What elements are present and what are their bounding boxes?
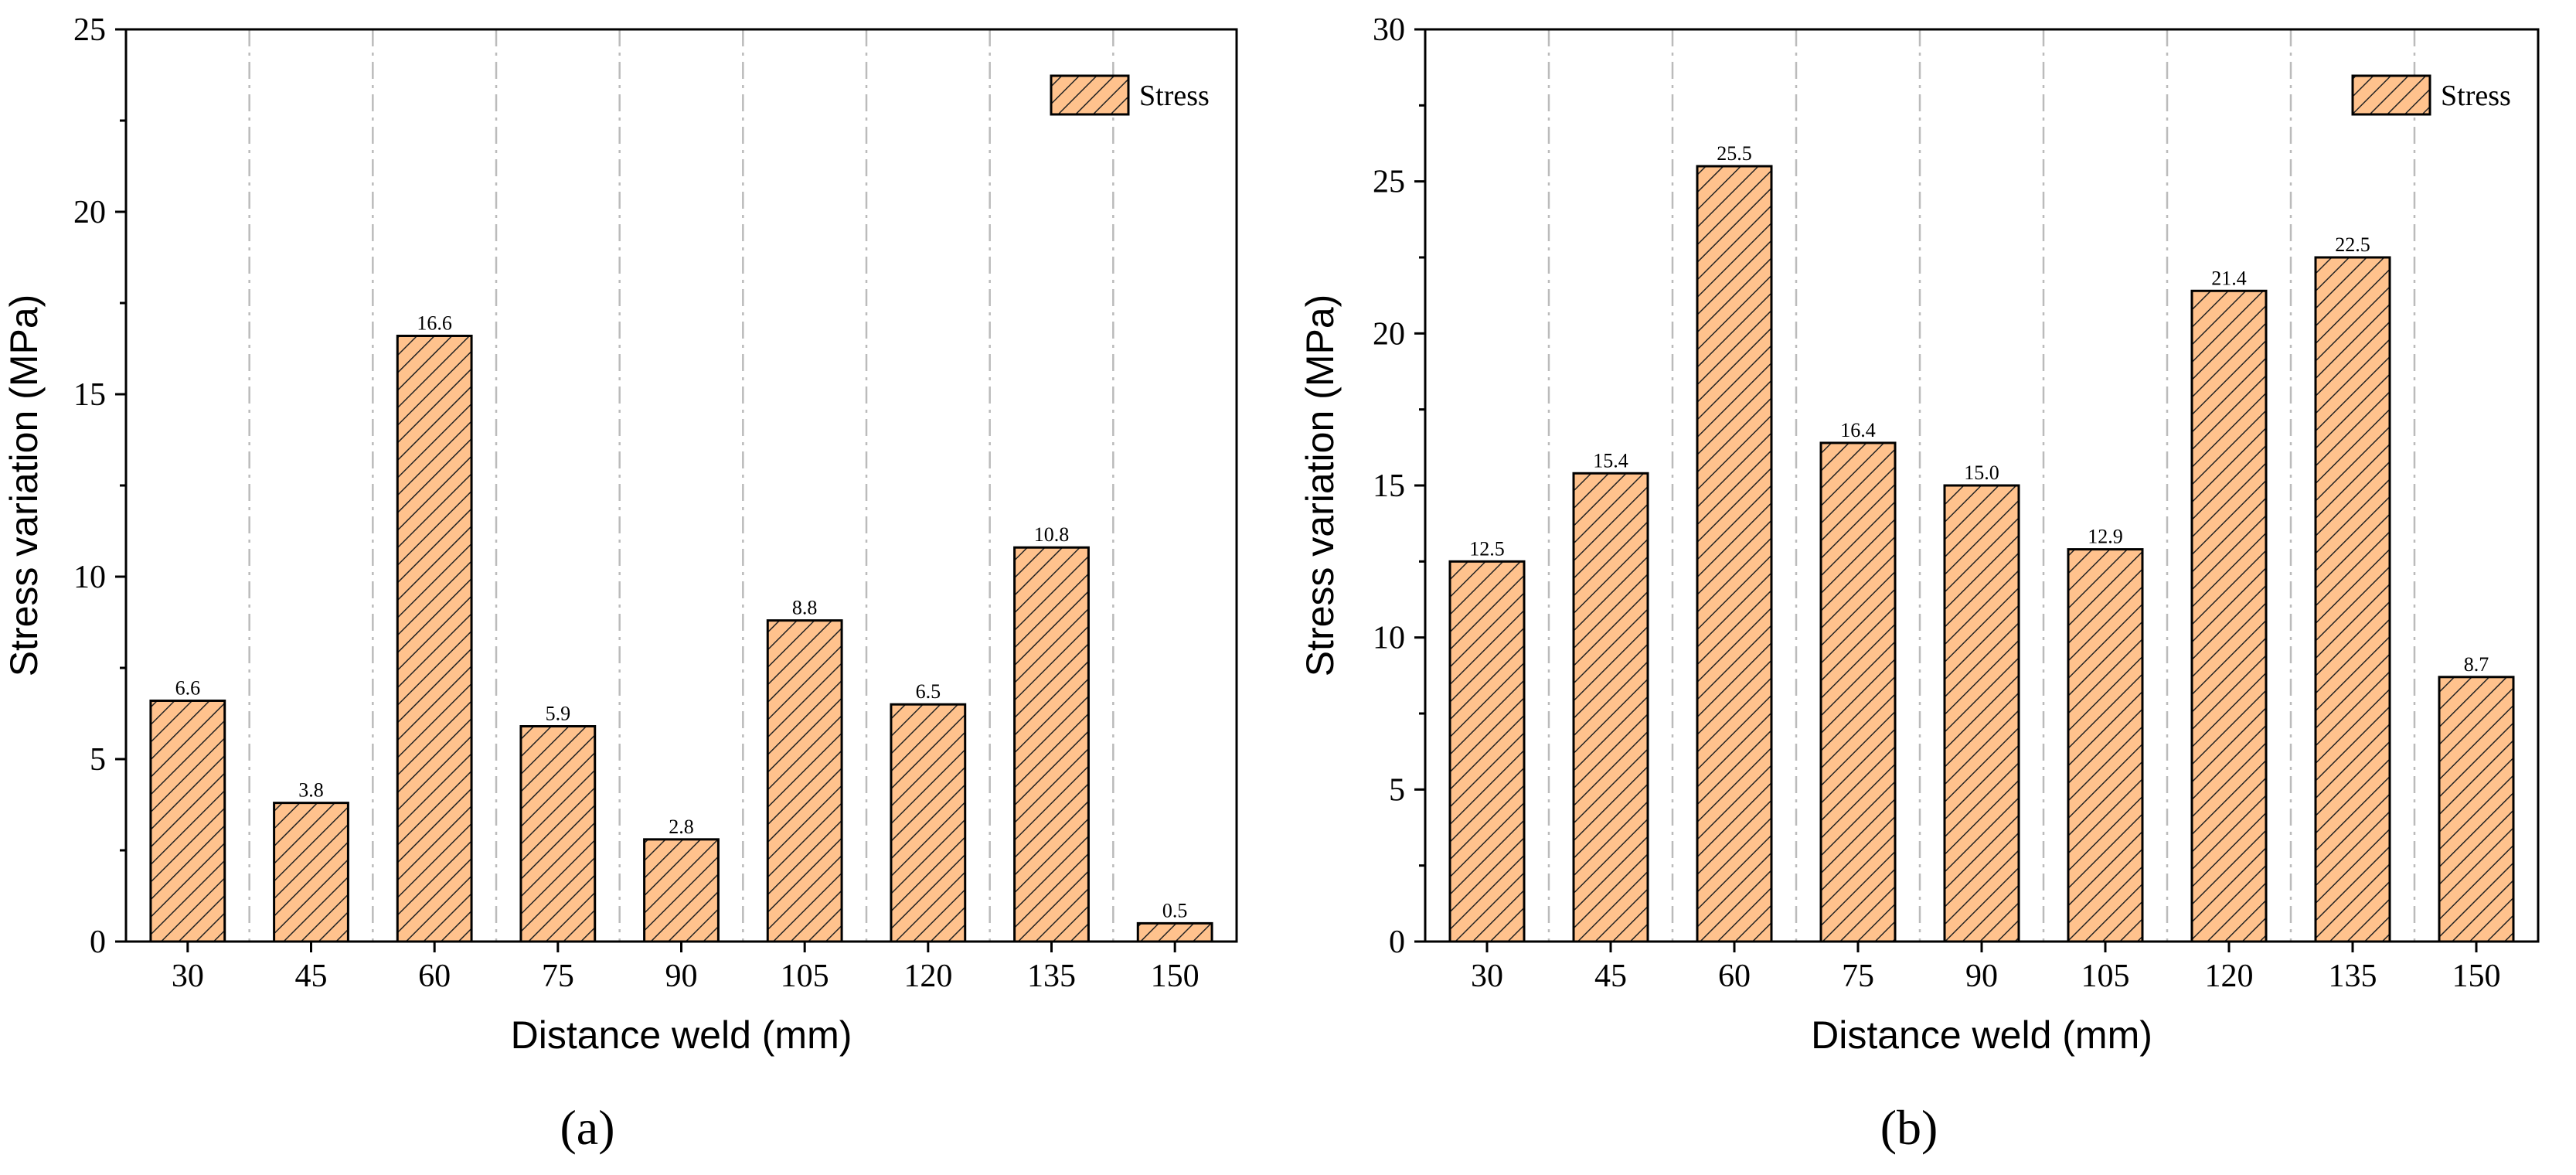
panel-a-chart: 6.6 3.8 16.6 5.9 2.8 8.8 6.5 10.8 0.5 30 45 60 75 90 1… — [2, 12, 1238, 1155]
data-label: 3.8 — [298, 779, 324, 802]
x-tick-label: 135 — [1027, 959, 1076, 994]
x-tick-label: 150 — [1151, 959, 1200, 994]
bar — [396, 334, 473, 943]
bar — [2190, 289, 2268, 943]
data-label: 15.4 — [1593, 449, 1628, 472]
bar — [643, 838, 720, 943]
y-tick-label: 15 — [1373, 468, 1405, 504]
y-tick-label: 0 — [1389, 925, 1405, 960]
y-tick-label: 30 — [1373, 12, 1405, 48]
panel-label: (b) — [1880, 1100, 1938, 1155]
x-tick-label: 75 — [1842, 959, 1874, 994]
data-label: 12.5 — [1469, 537, 1505, 560]
y-tick-label: 10 — [73, 560, 106, 595]
data-label: 16.6 — [417, 312, 452, 334]
data-label: 16.4 — [1840, 419, 1876, 441]
y-tick-label: 15 — [73, 377, 106, 413]
data-label: 22.5 — [2335, 233, 2370, 256]
bar — [1943, 484, 2020, 943]
bar — [890, 703, 967, 943]
y-tick-label: 10 — [1373, 621, 1405, 656]
y-tick-label: 20 — [1373, 316, 1405, 352]
bar — [1448, 560, 1526, 943]
x-tick-label: 105 — [781, 959, 829, 994]
y-tick-label: 5 — [90, 742, 106, 778]
data-label: 2.8 — [669, 816, 694, 838]
data-label: 0.5 — [1162, 899, 1188, 921]
data-label: 12.9 — [2088, 526, 2123, 548]
y-axis-title: Stress variation (MPa) — [2, 295, 46, 677]
legend-swatch — [1050, 74, 1130, 116]
x-tick-label: 150 — [2452, 959, 2501, 994]
data-label: 21.4 — [2211, 267, 2247, 289]
bar — [2067, 548, 2144, 943]
bar — [149, 699, 226, 943]
legend-swatch — [2351, 74, 2431, 116]
bar — [766, 619, 843, 943]
bar — [1013, 546, 1090, 943]
bar — [273, 802, 349, 943]
bar — [2314, 256, 2391, 943]
x-tick-label: 120 — [2205, 959, 2254, 994]
x-tick-label: 30 — [1471, 959, 1503, 994]
y-tick-label: 25 — [1373, 165, 1405, 200]
data-label: 8.8 — [792, 597, 818, 619]
data-label: 15.0 — [1964, 461, 1999, 484]
legend-label: Stress — [2441, 80, 2511, 112]
x-tick-label: 90 — [1965, 959, 1998, 994]
x-tick-label: 30 — [172, 959, 204, 994]
y-tick-label: 20 — [73, 195, 106, 230]
y-tick-label: 25 — [73, 12, 106, 48]
x-tick-label: 75 — [542, 959, 574, 994]
bar — [1819, 441, 1897, 943]
x-tick-label: 135 — [2329, 959, 2377, 994]
y-axis-title: Stress variation (MPa) — [1298, 295, 1342, 677]
x-tick-label: 60 — [418, 959, 451, 994]
x-tick-label: 90 — [665, 959, 698, 994]
data-label: 6.6 — [175, 676, 201, 699]
x-tick-label: 45 — [1594, 959, 1627, 994]
data-label: 6.5 — [916, 680, 941, 703]
bar — [2438, 676, 2515, 943]
x-tick-label: 120 — [903, 959, 952, 994]
x-tick-label: 45 — [295, 959, 328, 994]
x-axis-title: Distance weld (mm) — [1811, 1013, 2152, 1057]
bar — [1136, 921, 1213, 943]
data-label: 10.8 — [1034, 523, 1070, 546]
panel-label: (a) — [560, 1100, 614, 1155]
data-label: 25.5 — [1717, 142, 1752, 165]
data-label: 8.7 — [2464, 653, 2489, 676]
x-axis-title: Distance weld (mm) — [511, 1013, 852, 1057]
y-tick-label: 0 — [90, 925, 106, 960]
bar — [1572, 472, 1649, 943]
x-tick-label: 60 — [1718, 959, 1751, 994]
bar — [519, 725, 597, 943]
legend-label: Stress — [1139, 80, 1210, 112]
y-tick-label: 5 — [1389, 772, 1405, 808]
panel-b-chart: 12.5 15.4 25.5 16.4 15.0 12.9 21.4 22.5 8.7 30 45 6… — [1298, 12, 2540, 1155]
x-tick-label: 105 — [2081, 959, 2130, 994]
bar — [1696, 165, 1773, 943]
data-label: 5.9 — [546, 703, 571, 725]
